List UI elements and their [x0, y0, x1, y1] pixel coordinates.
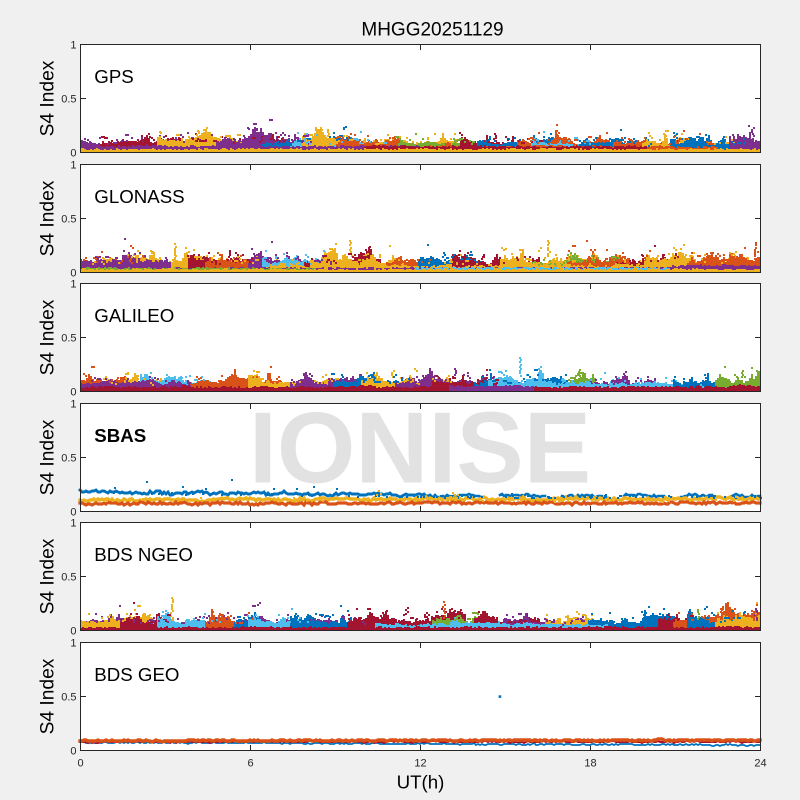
svg-text:0: 0 — [70, 387, 76, 399]
svg-text:6: 6 — [247, 758, 253, 770]
svg-text:0: 0 — [70, 148, 76, 160]
svg-text:S4 Index: S4 Index — [38, 180, 59, 256]
svg-text:1: 1 — [70, 399, 76, 411]
svg-text:12: 12 — [414, 758, 426, 770]
svg-text:1: 1 — [70, 518, 76, 530]
svg-text:24: 24 — [754, 758, 766, 770]
svg-text:1: 1 — [70, 160, 76, 172]
svg-text:0: 0 — [70, 746, 76, 758]
svg-text:0.5: 0.5 — [61, 94, 76, 106]
svg-text:0.5: 0.5 — [61, 692, 76, 704]
svg-text:0.5: 0.5 — [61, 572, 76, 584]
svg-text:S4 Index: S4 Index — [38, 419, 59, 495]
svg-text:0: 0 — [77, 758, 83, 770]
svg-text:0.5: 0.5 — [61, 214, 76, 226]
svg-text:0.5: 0.5 — [61, 333, 76, 345]
svg-text:S4 Index: S4 Index — [38, 60, 59, 136]
svg-text:SBAS: SBAS — [94, 425, 146, 446]
svg-text:0: 0 — [70, 268, 76, 280]
svg-text:UT(h): UT(h) — [397, 772, 445, 793]
svg-text:BDS NGEO: BDS NGEO — [94, 544, 193, 565]
svg-text:S4 Index: S4 Index — [38, 538, 59, 614]
svg-text:BDS GEO: BDS GEO — [94, 664, 179, 685]
svg-text:S4 Index: S4 Index — [38, 299, 59, 375]
svg-text:GPS: GPS — [94, 66, 133, 87]
svg-text:0.5: 0.5 — [61, 453, 76, 465]
svg-text:IONISE: IONISE — [249, 393, 591, 505]
svg-text:18: 18 — [584, 758, 596, 770]
svg-text:1: 1 — [70, 638, 76, 650]
svg-text:1: 1 — [70, 40, 76, 52]
svg-text:GALILEO: GALILEO — [94, 305, 174, 326]
svg-text:S4 Index: S4 Index — [38, 658, 59, 734]
svg-text:MHGG20251129: MHGG20251129 — [361, 20, 503, 41]
svg-text:0: 0 — [70, 626, 76, 638]
svg-text:1: 1 — [70, 279, 76, 291]
svg-text:GLONASS: GLONASS — [94, 186, 184, 207]
svg-text:0: 0 — [70, 507, 76, 519]
